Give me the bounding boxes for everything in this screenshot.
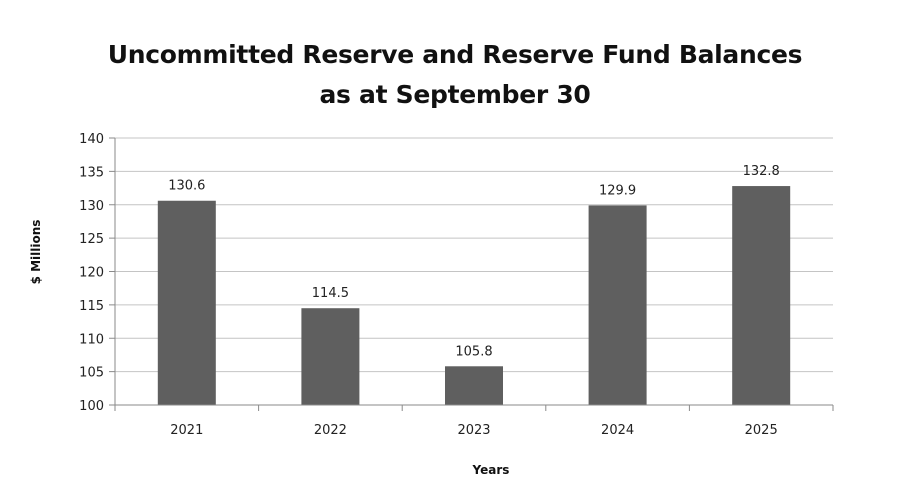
- y-tick-label: 140: [79, 132, 104, 147]
- bars: [157, 186, 791, 405]
- y-tick-label: 130: [79, 199, 104, 214]
- x-axis-title: Years: [472, 463, 510, 477]
- y-tick-label: 100: [79, 399, 104, 414]
- bar-2023: [445, 366, 503, 405]
- bar-2022: [301, 308, 360, 405]
- x-tick-label-2021: 2021: [170, 423, 203, 438]
- y-tick-label: 135: [79, 165, 104, 180]
- gridlines: [115, 137, 833, 373]
- x-tick-label-2025: 2025: [745, 423, 778, 438]
- y-tick-label: 105: [79, 366, 104, 381]
- bar-2021: [157, 200, 216, 405]
- labels: 100 105 110 115 120 125 130 135 140 130.6 2021 114.…: [79, 132, 780, 438]
- x-tick-label-2024: 2024: [601, 423, 634, 438]
- y-tick-label: 125: [79, 232, 104, 247]
- y-axis-title: $ Millions: [29, 220, 43, 285]
- y-tick-label: 115: [79, 299, 104, 314]
- data-label-2025: 132.8: [743, 164, 780, 179]
- bar-2024: [588, 205, 647, 405]
- data-label-2022: 114.5: [312, 286, 349, 301]
- data-label-2024: 129.9: [599, 183, 636, 198]
- x-tick-label-2023: 2023: [457, 423, 490, 438]
- data-label-2021: 130.6: [168, 179, 205, 194]
- chart-title-line-2: as at September 30: [319, 80, 591, 109]
- chart-title-line-1: Uncommitted Reserve and Reserve Fund Bal…: [107, 40, 803, 69]
- y-tick-label: 110: [79, 332, 104, 347]
- y-tick-label: 120: [79, 266, 104, 281]
- x-tick-label-2022: 2022: [314, 423, 347, 438]
- data-label-2023: 105.8: [455, 344, 492, 359]
- bar-2025: [732, 186, 791, 405]
- axes: [109, 137, 834, 411]
